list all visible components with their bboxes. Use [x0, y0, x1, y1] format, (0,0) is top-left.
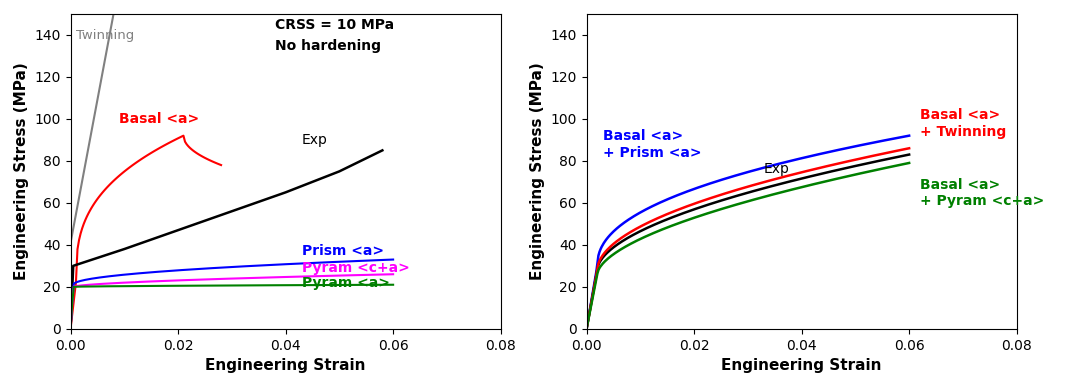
Y-axis label: Engineering Stress (MPa): Engineering Stress (MPa) [14, 62, 29, 280]
Text: Pyram <c+a>: Pyram <c+a> [302, 261, 410, 275]
Text: Basal <a>
+ Pyram <c+a>: Basal <a> + Pyram <c+a> [920, 178, 1044, 208]
Y-axis label: Engineering Stress (MPa): Engineering Stress (MPa) [530, 62, 545, 280]
Text: Exp: Exp [302, 133, 327, 147]
Text: Basal <a>: Basal <a> [119, 112, 199, 126]
Text: Exp: Exp [764, 163, 790, 176]
Text: Basal <a>
+ Prism <a>: Basal <a> + Prism <a> [602, 130, 701, 160]
Text: No hardening: No hardening [275, 39, 381, 53]
X-axis label: Engineering Strain: Engineering Strain [721, 358, 882, 373]
Text: Twinning: Twinning [76, 29, 134, 42]
X-axis label: Engineering Strain: Engineering Strain [205, 358, 366, 373]
Text: CRSS = 10 MPa: CRSS = 10 MPa [275, 18, 394, 32]
Text: Basal <a>
+ Twinning: Basal <a> + Twinning [920, 108, 1006, 139]
Text: Pyram <a>: Pyram <a> [302, 276, 389, 290]
Text: Prism <a>: Prism <a> [302, 244, 384, 259]
